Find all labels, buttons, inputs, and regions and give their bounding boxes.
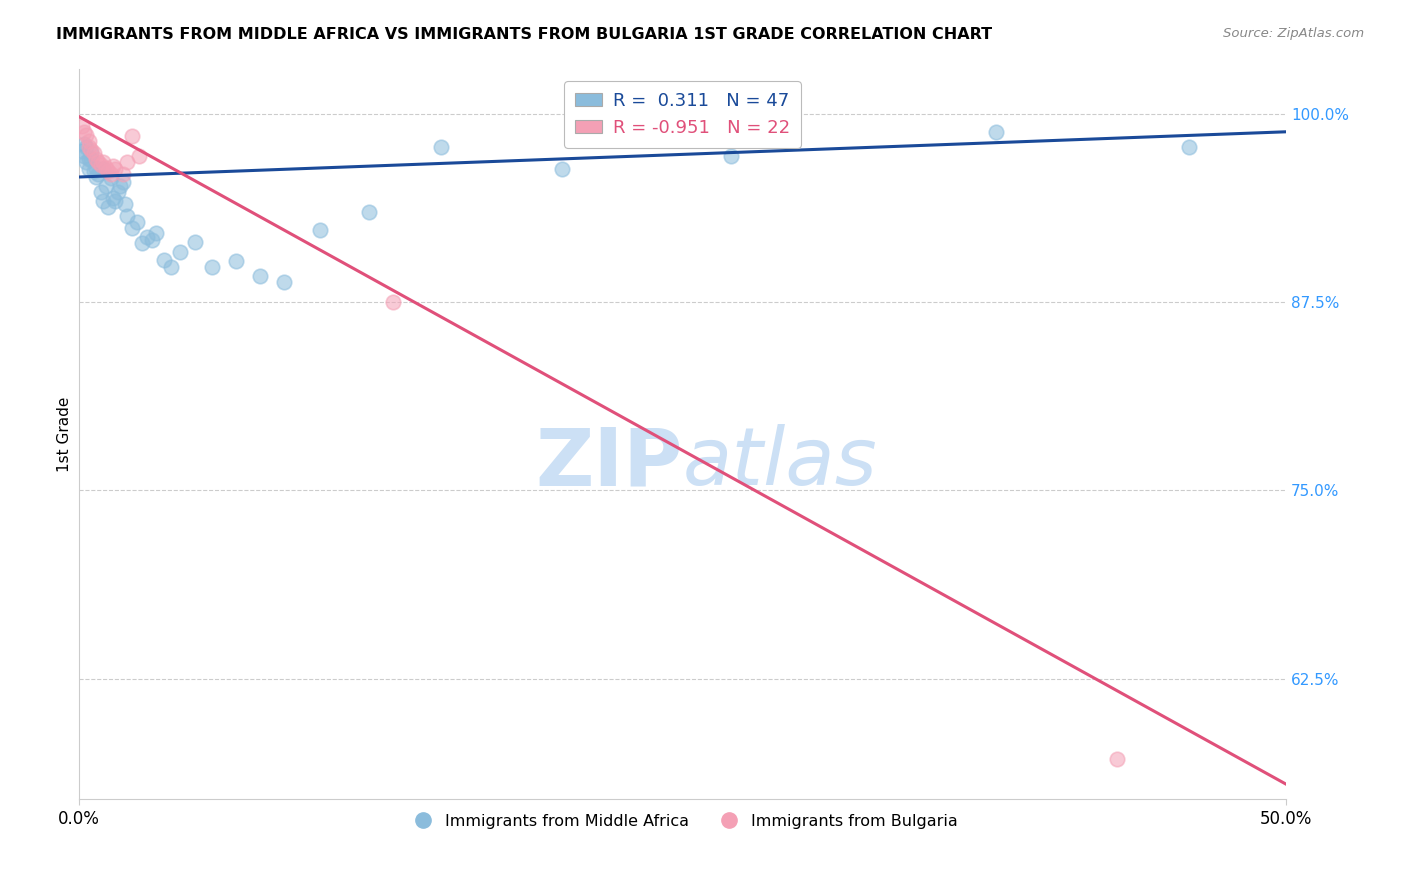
Point	[94, 179, 117, 194]
Text: IMMIGRANTS FROM MIDDLE AFRICA VS IMMIGRANTS FROM BULGARIA 1ST GRADE CORRELATION : IMMIGRANTS FROM MIDDLE AFRICA VS IMMIGRA…	[56, 27, 993, 42]
Point	[77, 134, 100, 148]
Point	[169, 245, 191, 260]
Point	[75, 140, 97, 154]
Point	[73, 136, 96, 151]
Point	[201, 260, 224, 275]
Point	[84, 152, 107, 166]
Point	[73, 125, 96, 139]
Point	[97, 200, 120, 214]
Point	[117, 155, 139, 169]
Point	[91, 194, 114, 208]
Text: Source: ZipAtlas.com: Source: ZipAtlas.com	[1223, 27, 1364, 40]
Point	[100, 171, 122, 186]
Point	[90, 185, 112, 199]
Point	[80, 152, 103, 166]
Point	[70, 119, 93, 133]
Point	[91, 162, 114, 177]
Point	[77, 162, 100, 177]
Point	[121, 129, 143, 144]
Point	[87, 167, 110, 181]
Point	[125, 215, 148, 229]
Point	[101, 160, 124, 174]
Point	[107, 185, 129, 199]
Point	[309, 223, 332, 237]
Point	[75, 128, 97, 142]
Point	[131, 236, 153, 251]
Point	[80, 143, 103, 157]
Point	[551, 162, 574, 177]
Point	[152, 252, 174, 267]
Point	[1105, 751, 1128, 765]
Point	[1178, 140, 1201, 154]
Point	[986, 125, 1008, 139]
Point	[381, 295, 404, 310]
Point	[117, 209, 139, 223]
Point	[128, 149, 150, 163]
Point	[84, 161, 107, 175]
Point	[184, 235, 207, 249]
Legend: Immigrants from Middle Africa, Immigrants from Bulgaria: Immigrants from Middle Africa, Immigrant…	[401, 807, 965, 835]
Point	[111, 174, 134, 188]
Point	[135, 230, 157, 244]
Point	[114, 197, 136, 211]
Point	[104, 194, 127, 208]
Point	[141, 233, 163, 247]
Point	[111, 167, 134, 181]
Point	[77, 152, 100, 166]
Point	[160, 260, 183, 275]
Point	[720, 149, 742, 163]
Point	[100, 167, 122, 181]
Point	[357, 204, 380, 219]
Point	[77, 140, 100, 154]
Point	[84, 169, 107, 184]
Text: atlas: atlas	[682, 424, 877, 502]
Y-axis label: 1st Grade: 1st Grade	[58, 396, 72, 472]
Point	[249, 269, 271, 284]
Point	[97, 164, 120, 178]
Point	[70, 145, 93, 159]
Point	[80, 145, 103, 160]
Point	[87, 155, 110, 169]
Point	[75, 155, 97, 169]
Point	[121, 221, 143, 235]
Point	[430, 140, 453, 154]
Text: ZIP: ZIP	[536, 424, 682, 502]
Point	[90, 158, 112, 172]
Point	[101, 191, 124, 205]
Point	[108, 179, 131, 194]
Point	[83, 164, 105, 178]
Point	[273, 276, 295, 290]
Point	[145, 226, 167, 240]
Point	[83, 145, 105, 160]
Point	[94, 161, 117, 175]
Point	[225, 254, 247, 268]
Point	[73, 149, 96, 163]
Point	[104, 162, 127, 177]
Point	[91, 155, 114, 169]
